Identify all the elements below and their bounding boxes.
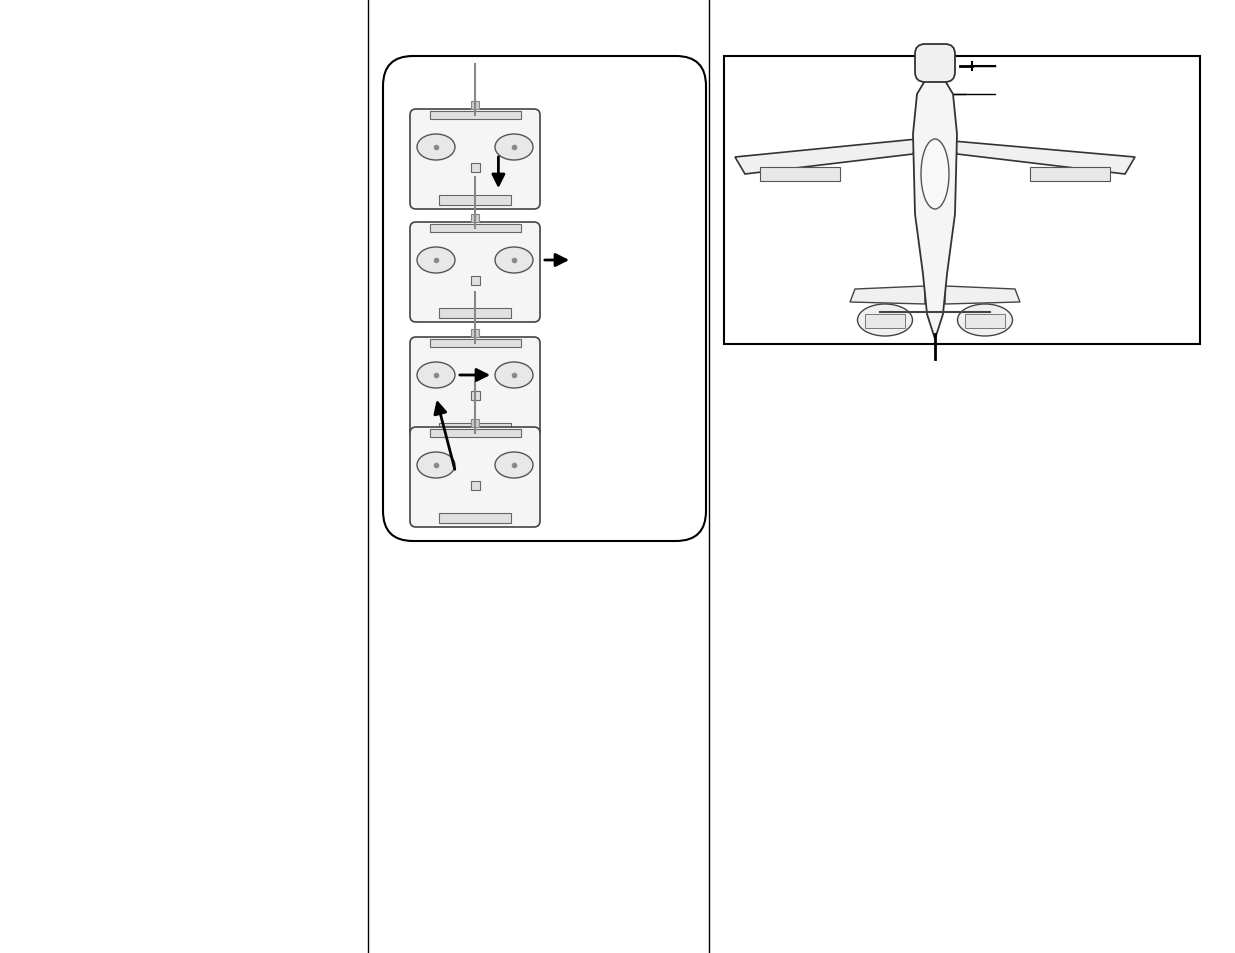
Polygon shape xyxy=(850,287,925,305)
FancyBboxPatch shape xyxy=(410,428,540,527)
Polygon shape xyxy=(735,140,918,174)
Bar xyxy=(471,391,479,400)
Bar xyxy=(430,430,520,437)
Bar xyxy=(471,102,479,110)
Bar xyxy=(471,163,479,172)
Ellipse shape xyxy=(957,305,1013,336)
FancyBboxPatch shape xyxy=(383,57,706,541)
Bar xyxy=(864,314,905,329)
Polygon shape xyxy=(913,65,957,339)
Bar xyxy=(430,339,520,348)
Bar xyxy=(471,214,479,223)
Bar xyxy=(471,276,479,285)
Ellipse shape xyxy=(495,363,534,389)
Ellipse shape xyxy=(417,135,454,161)
Bar xyxy=(440,195,511,206)
Bar xyxy=(1030,168,1110,182)
Bar xyxy=(724,57,1200,345)
Bar xyxy=(440,514,511,523)
Ellipse shape xyxy=(417,248,454,274)
Bar xyxy=(471,419,479,428)
Bar xyxy=(471,330,479,337)
Polygon shape xyxy=(953,140,1135,174)
Bar xyxy=(440,423,511,434)
Ellipse shape xyxy=(417,363,454,389)
Bar xyxy=(471,481,479,490)
FancyBboxPatch shape xyxy=(410,223,540,323)
Bar xyxy=(430,112,520,120)
Ellipse shape xyxy=(495,248,534,274)
Ellipse shape xyxy=(417,453,454,478)
FancyBboxPatch shape xyxy=(410,110,540,210)
Ellipse shape xyxy=(495,135,534,161)
Ellipse shape xyxy=(857,305,913,336)
FancyBboxPatch shape xyxy=(915,45,955,83)
Bar xyxy=(965,314,1005,329)
Ellipse shape xyxy=(921,140,948,210)
Bar xyxy=(760,168,840,182)
Polygon shape xyxy=(945,287,1020,305)
Ellipse shape xyxy=(495,453,534,478)
Bar xyxy=(440,309,511,318)
Bar xyxy=(430,225,520,233)
FancyBboxPatch shape xyxy=(410,337,540,437)
